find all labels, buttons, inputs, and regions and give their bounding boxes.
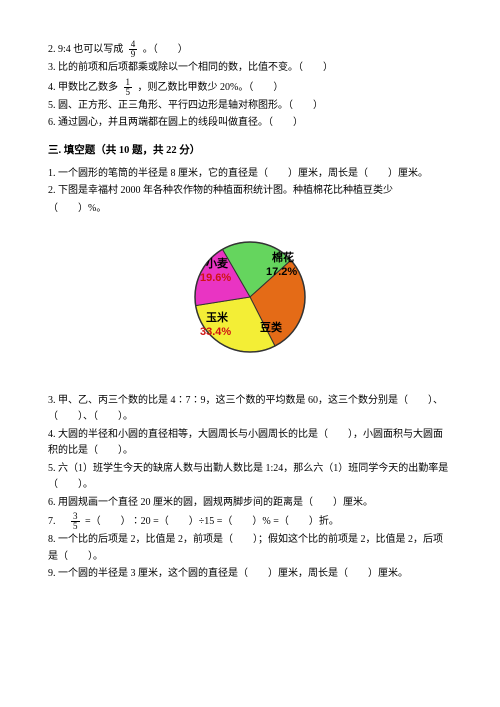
fill-q4: 4. 大圆的半径和小圆的直径相等，大圆周长与小圆周长的比是（ ），小圆面积与大圆… <box>48 427 452 460</box>
pie-label: 17.2% <box>266 266 297 278</box>
pie-chart-container: 棉花 17.2% 豆类 玉米 33.4% 小麦 19.6% <box>48 227 452 379</box>
text: 2. 9:4 也可以写成 <box>48 44 123 55</box>
fraction-1-5: 1 5 <box>124 78 133 97</box>
judge-q6: 6. 通过圆心，并且两端都在圆上的线段叫做直径。（ ） <box>48 115 452 132</box>
pie-label: 玉米 <box>206 310 229 324</box>
text: 7. <box>48 516 66 527</box>
fraction-3-5: 3 5 <box>71 512 80 531</box>
text: 4. 甲数比乙数多 <box>48 81 118 92</box>
judge-q5: 5. 圆、正方形、正三角形、平行四边形是轴对称图形。（ ） <box>48 98 452 115</box>
fill-q3: 3. 甲、乙、丙三个数的比是 4∶7∶9，这三个数的平均数是 60，这三个数分别… <box>48 393 452 426</box>
text: 。（ ） <box>143 44 188 55</box>
pie-label: 豆类 <box>260 320 283 334</box>
fill-q7: 7. 3 5 =（ ）∶20 =（ ）÷15 =（ ）% =（ ）折。 <box>48 512 452 531</box>
fill-q2b: （ ）%。 <box>48 201 452 218</box>
fill-q1: 1. 一个圆形的笔筒的半径是 8 厘米，它的直径是（ ）厘米，周长是（ ）厘米。 <box>48 166 452 183</box>
judge-q4: 4. 甲数比乙数多 1 5 ，则乙数比甲数少 20%。（ ） <box>48 78 452 97</box>
judge-q2: 2. 9:4 也可以写成 4 9 。（ ） <box>48 40 452 59</box>
judge-q3: 3. 比的前项和后项都乘或除以一个相同的数，比值不变。（ ） <box>48 60 452 77</box>
fill-q2a: 2. 下图是幸福村 2000 年各种农作物的种植面积统计图。种植棉花比种植豆类少 <box>48 183 452 200</box>
text: =（ ）∶20 =（ ）÷15 =（ ）% =（ ）折。 <box>85 516 339 527</box>
text: ，则乙数比甲数少 20%。（ ） <box>138 81 284 92</box>
fill-q6: 6. 用圆规画一个直径 20 厘米的圆，圆规两脚步间的距离是（ ）厘米。 <box>48 495 452 512</box>
pie-label: 小麦 <box>205 256 229 270</box>
fill-q8: 8. 一个比的后项是 2，比值是 2，前项是（ ）；假如这个比的前项是 2，比值… <box>48 532 452 565</box>
pie-chart: 棉花 17.2% 豆类 玉米 33.4% 小麦 19.6% <box>170 227 330 372</box>
pie-label: 19.6% <box>200 272 231 284</box>
pie-label: 棉花 <box>272 250 294 264</box>
section-title-fill: 三. 填空题（共 10 题，共 22 分） <box>48 142 452 159</box>
fraction-4-9: 4 9 <box>129 40 138 59</box>
fill-q9: 9. 一个圆的半径是 3 厘米，这个圆的直径是（ ）厘米，周长是（ ）厘米。 <box>48 566 452 583</box>
fill-q5: 5. 六（1）班学生今天的缺席人数与出勤人数比是 1:24，那么六（1）班同学今… <box>48 461 452 494</box>
pie-label: 33.4% <box>200 326 231 338</box>
worksheet-page: 2. 9:4 也可以写成 4 9 。（ ） 3. 比的前项和后项都乘或除以一个相… <box>0 0 500 707</box>
